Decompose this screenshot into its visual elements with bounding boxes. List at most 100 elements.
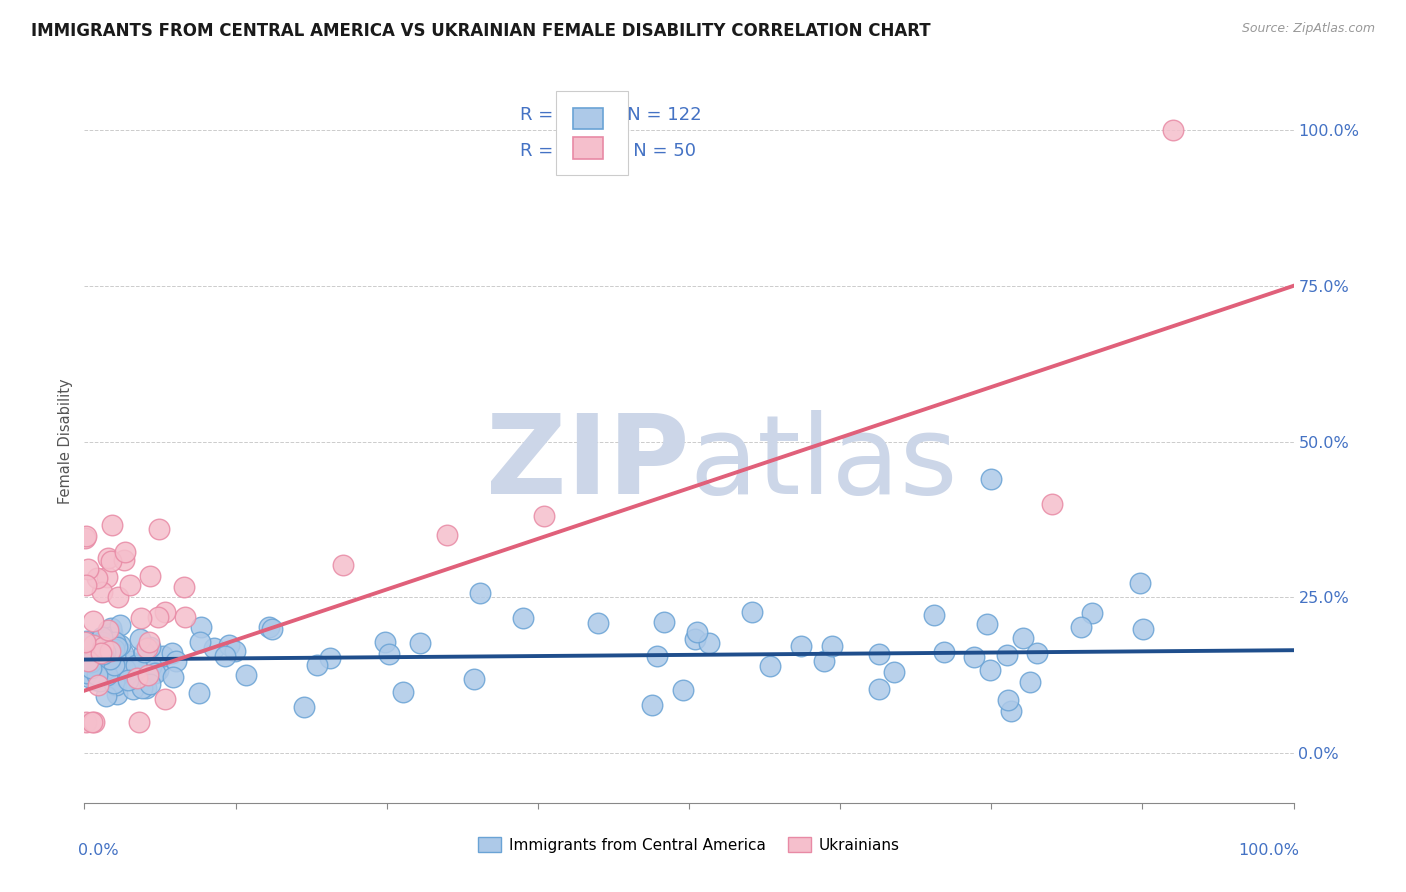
Point [759,658,782,673]
Point [868,647,890,661]
Point [112,552,135,566]
Point [103,668,125,682]
Point [139,677,162,691]
Point [202,640,225,655]
Point [97,550,120,565]
Point [89,632,111,647]
Point [374,634,396,648]
Point [470,586,492,600]
Point [86,643,108,657]
Point [122,681,145,696]
Legend: Immigrants from Central America, Ukrainians: Immigrants from Central America, Ukraini… [471,829,907,860]
Point [1132,622,1154,636]
Point [76,660,98,674]
Point [463,673,485,687]
Point [436,528,458,542]
Point [932,645,955,659]
Point [146,609,169,624]
Point [307,657,329,672]
Point [190,620,212,634]
Point [391,685,413,699]
Point [101,626,124,640]
Point [80,647,103,661]
Point [100,632,122,647]
Point [107,590,129,604]
Point [292,699,315,714]
Point [162,670,184,684]
Point [262,622,284,636]
Point [96,570,118,584]
Point [218,638,240,652]
Point [997,692,1019,706]
Point [108,639,131,653]
Point [75,650,97,665]
Point [91,647,114,661]
Point [108,664,131,678]
Point [77,647,100,661]
Point [214,648,236,663]
Point [128,675,150,690]
Point [98,630,121,644]
Point [103,657,125,672]
Point [235,668,257,682]
Text: R = 0.040   N = 122: R = 0.040 N = 122 [520,105,702,124]
Point [174,610,197,624]
Point [652,615,675,629]
Point [77,654,100,668]
Point [97,623,120,637]
Point [790,640,813,654]
Point [138,640,160,654]
Point [94,662,117,676]
Point [80,661,103,675]
Point [76,665,98,680]
Point [378,647,401,661]
Point [1000,704,1022,718]
Point [138,569,160,583]
Point [77,670,100,684]
Point [979,664,1001,678]
Point [107,657,129,672]
Point [963,649,986,664]
Point [96,689,118,703]
Point [111,661,134,675]
Point [190,634,212,648]
Point [332,558,354,573]
Point [1129,575,1152,590]
Point [90,630,112,644]
Point [641,698,664,712]
Point [1070,620,1092,634]
Point [868,681,890,696]
Point [1081,607,1104,621]
Point [75,529,97,543]
Point [686,625,709,640]
Point [98,644,121,658]
Point [120,578,142,592]
Point [257,620,280,634]
Point [135,649,157,664]
Point [131,681,153,695]
Point [107,642,129,657]
Point [1040,497,1063,511]
Text: Source: ZipAtlas.com: Source: ZipAtlas.com [1241,22,1375,36]
Point [224,643,246,657]
Point [1011,631,1033,645]
Point [141,659,163,673]
Point [86,571,108,585]
Point [134,645,156,659]
Point [512,611,534,625]
Point [86,667,108,681]
Point [125,671,148,685]
Point [165,654,187,668]
Point [645,649,668,664]
Point [125,657,148,672]
Point [84,673,107,687]
Point [111,646,134,660]
Point [89,673,111,688]
Text: ZIP: ZIP [485,409,689,516]
Point [82,714,104,729]
Point [136,641,159,656]
Point [104,634,127,648]
Point [922,608,945,623]
Point [146,663,169,677]
Point [1161,123,1184,137]
